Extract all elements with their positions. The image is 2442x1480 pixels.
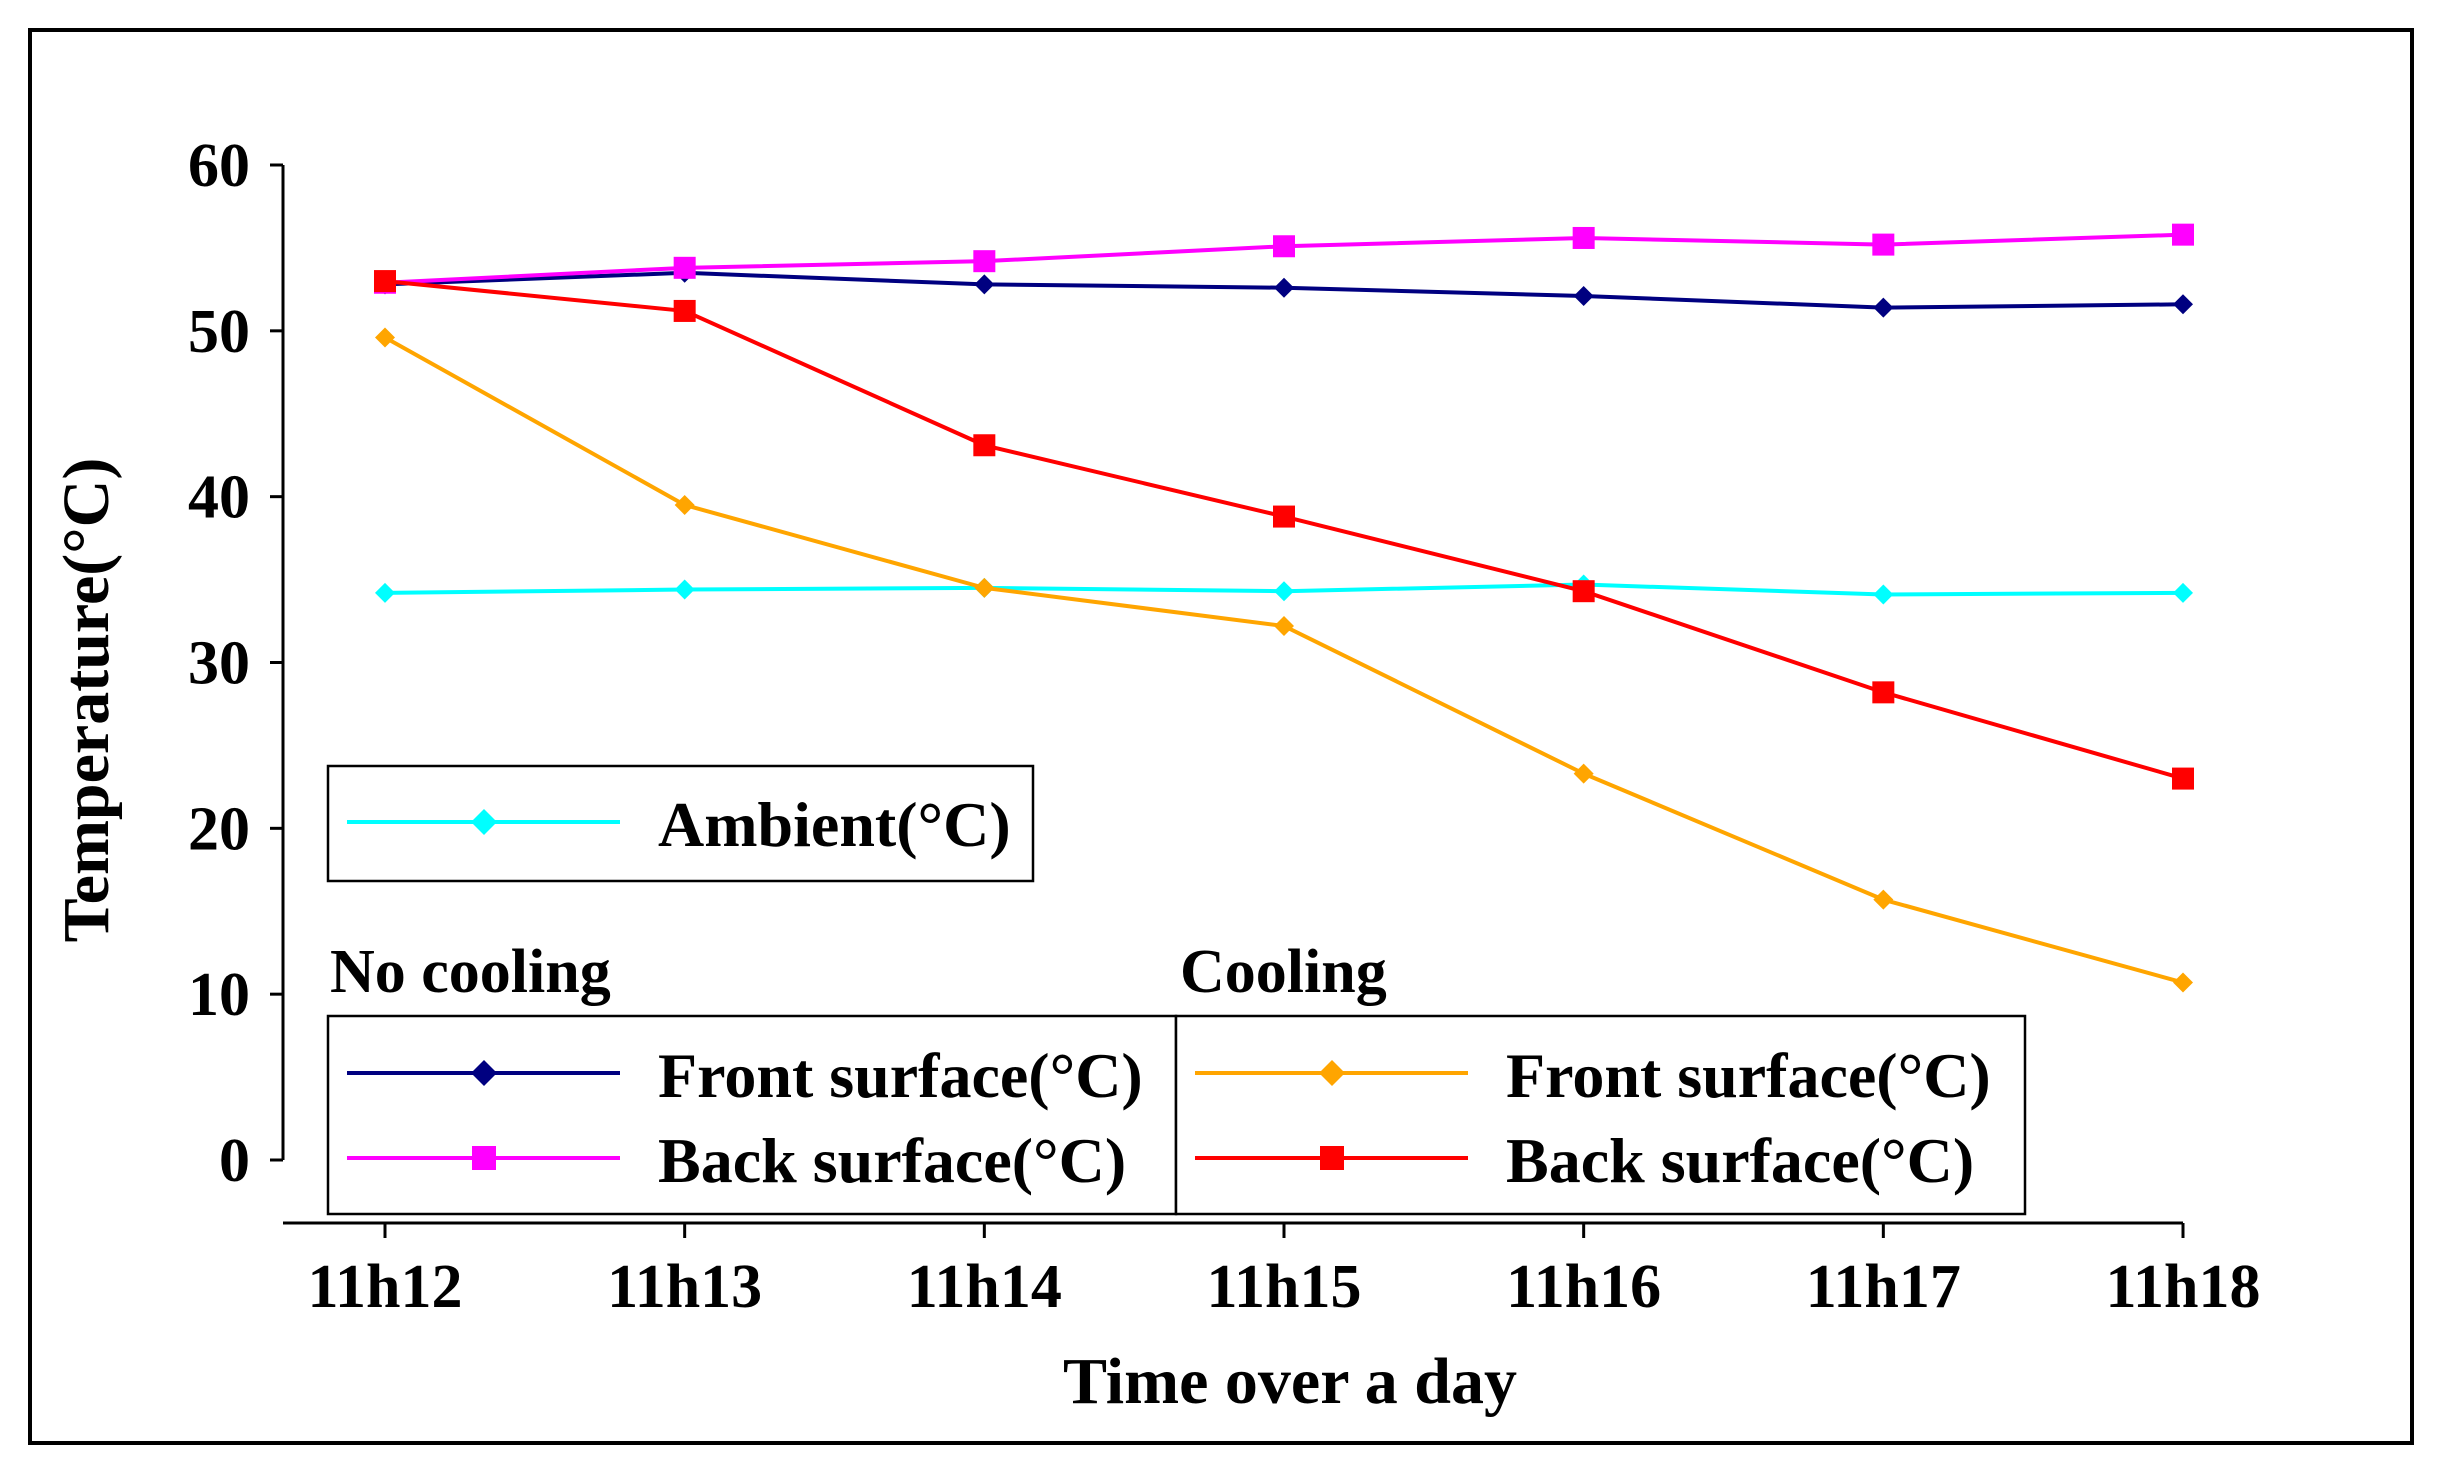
data-point-nc_back [1572, 226, 1595, 249]
legend-c-back-marker [1320, 1146, 1344, 1170]
data-point-c_front [674, 494, 695, 515]
x-tick-label: 11h14 [907, 1253, 1062, 1321]
series-ambient [375, 574, 2193, 605]
series-c_back [374, 270, 2194, 790]
legend-ambient-label: Ambient(°C) [658, 789, 1011, 860]
legend-group-no-cooling: No cooling [330, 938, 611, 1006]
y-tick-label: 60 [188, 132, 250, 200]
data-point-ambient [674, 579, 695, 600]
data-point-ambient [375, 582, 395, 603]
data-point-ambient [1274, 581, 1294, 602]
y-tick-label: 20 [188, 795, 250, 863]
data-point-c_front [1274, 616, 1294, 637]
legend-cooling: Front surface(°C) Back surface(°C) [1174, 1014, 2027, 1216]
legend-c-front-label: Front surface(°C) [1506, 1040, 1991, 1111]
x-axis-title: Time over a day [1063, 1345, 1517, 1418]
y-axis-title: Temperature(°C) [50, 458, 123, 943]
data-point-c_back [973, 434, 996, 457]
data-point-c_front [1573, 763, 1594, 784]
data-point-c_back [673, 299, 696, 322]
series-c_front [375, 327, 2193, 993]
data-point-c_front [1873, 889, 1894, 910]
data-point-nc_front [1873, 297, 1894, 318]
data-point-ambient [1873, 584, 1894, 605]
data-point-c_back [1273, 505, 1295, 528]
legend-nc-back-marker [472, 1146, 496, 1170]
data-point-c_back [1872, 681, 1895, 704]
y-tick-label: 0 [219, 1127, 250, 1195]
data-point-c_front [2173, 972, 2193, 993]
legend-nc-front-label: Front surface(°C) [658, 1040, 1143, 1111]
legend-cooling-box [1174, 1014, 2027, 1216]
data-point-c_back [1572, 580, 1595, 603]
y-tick-label: 40 [188, 464, 250, 532]
data-point-nc_back [2172, 223, 2194, 246]
y-ticks: 0 10 20 30 40 50 60 [188, 132, 283, 1195]
data-point-c_back [2172, 767, 2194, 790]
legend-no-cooling-box [326, 1014, 1178, 1216]
data-point-nc_back [1273, 235, 1295, 258]
x-tick-label: 11h17 [1806, 1253, 1961, 1321]
x-tick-label: 11h12 [307, 1253, 462, 1321]
x-tick-label: 11h13 [607, 1253, 762, 1321]
data-point-nc_front [1573, 286, 1594, 307]
series-layer [374, 223, 2194, 993]
x-tick-label: 11h18 [2105, 1253, 2260, 1321]
legend-c-front-marker [1319, 1060, 1345, 1086]
y-tick-label: 50 [188, 298, 250, 366]
data-point-nc_front [974, 274, 995, 295]
data-point-nc_back [1872, 233, 1895, 256]
data-point-ambient [2173, 582, 2193, 603]
data-point-c_front [974, 577, 995, 598]
legend-nc-front-marker [471, 1060, 497, 1086]
data-point-c_front [375, 327, 395, 348]
legend-c-back-label: Back surface(°C) [1506, 1125, 1974, 1196]
legend-group-cooling: Cooling [1180, 938, 1387, 1006]
x-tick-label: 11h15 [1206, 1253, 1361, 1321]
data-point-nc_back [973, 250, 996, 273]
data-point-nc_front [2173, 294, 2193, 315]
y-tick-label: 10 [188, 961, 250, 1029]
series-nc_back [374, 223, 2194, 294]
x-tick-label: 11h16 [1506, 1253, 1661, 1321]
x-ticks: 11h12 11h13 11h14 11h15 11h16 11h17 11h18 [307, 1223, 2261, 1321]
legend-ambient-marker [471, 809, 497, 835]
data-point-c_back [374, 270, 396, 293]
chart-frame [28, 28, 2414, 1445]
data-point-nc_front [1274, 277, 1294, 298]
legend-ambient: Ambient(°C) [326, 764, 1035, 883]
data-point-nc_back [673, 256, 696, 279]
legend-nc-back-label: Back surface(°C) [658, 1125, 1126, 1196]
y-tick-label: 30 [188, 630, 250, 698]
legend-no-cooling: Front surface(°C) Back surface(°C) [326, 1014, 1178, 1216]
